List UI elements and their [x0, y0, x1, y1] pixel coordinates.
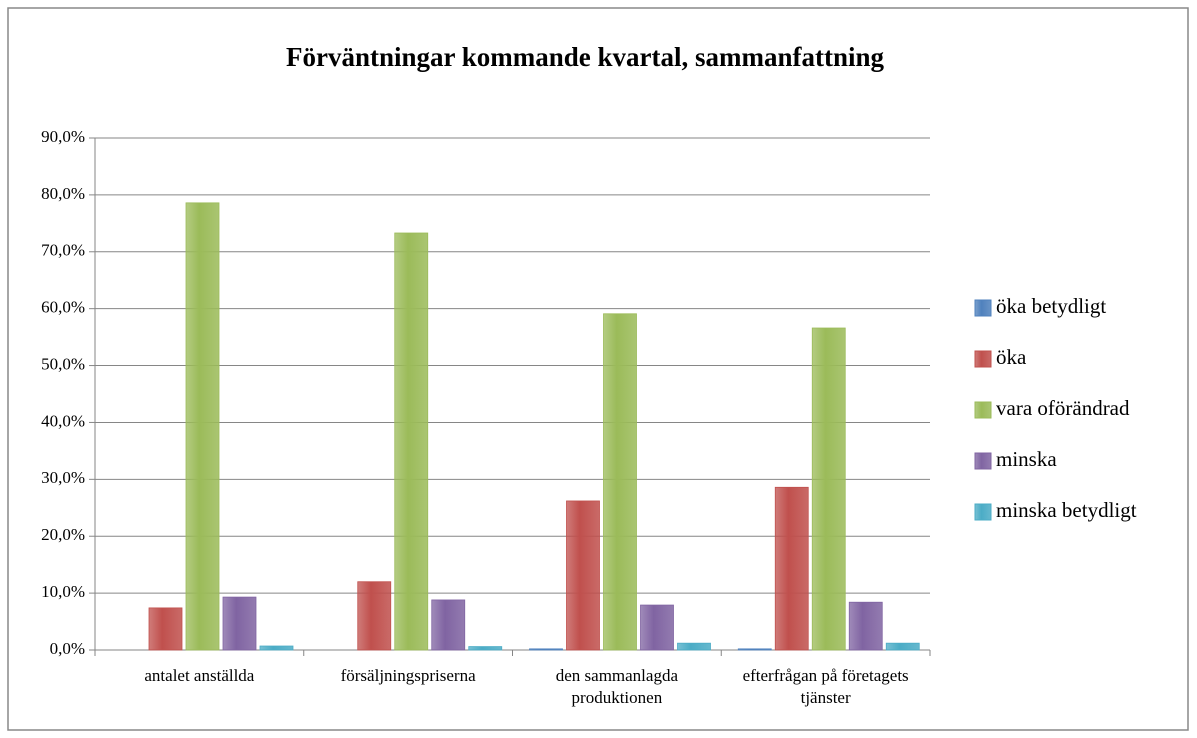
bar: [185, 202, 220, 651]
legend-swatch: [974, 452, 992, 470]
bar: [811, 327, 846, 651]
bar: [394, 232, 429, 651]
bar: [885, 642, 920, 651]
y-tick-label: 70,0%: [41, 241, 85, 260]
chart-title: Förväntningar kommande kvartal, sammanfa…: [286, 42, 885, 72]
legend-swatch: [974, 299, 992, 317]
legend-label: minska betydligt: [996, 498, 1137, 522]
legend-label: öka: [996, 345, 1027, 369]
x-tick-label: den sammanlagda produktionen: [555, 666, 678, 707]
bar: [848, 601, 883, 651]
x-tick-label: efterfrågan på företagets tjänster: [742, 666, 909, 707]
y-tick-label: 40,0%: [41, 411, 85, 430]
bar: [148, 607, 183, 651]
bar: [431, 599, 466, 651]
legend-label: vara oförändrad: [996, 396, 1130, 420]
y-tick-label: 0,0%: [50, 639, 85, 658]
legend-swatch: [974, 350, 992, 368]
bar: [468, 646, 503, 651]
x-tick-label: antalet anställda: [144, 666, 255, 685]
y-tick-label: 30,0%: [41, 468, 85, 487]
bar: [259, 645, 294, 651]
y-tick-label: 60,0%: [41, 298, 85, 317]
y-tick-label: 90,0%: [41, 127, 85, 146]
bar: [774, 486, 809, 651]
legend-swatch: [974, 503, 992, 521]
y-tick-label: 20,0%: [41, 525, 85, 544]
bar: [603, 313, 637, 651]
bar: [737, 648, 772, 651]
bar: [677, 642, 711, 651]
bar: [529, 648, 563, 651]
y-tick-label: 80,0%: [41, 184, 85, 203]
bar: [640, 604, 674, 651]
bar: [357, 581, 392, 651]
y-tick-label: 50,0%: [41, 354, 85, 373]
bar: [222, 596, 257, 651]
bar: [566, 500, 600, 651]
x-tick-label: försäljningspriserna: [340, 666, 476, 685]
y-tick-label: 10,0%: [41, 582, 85, 601]
legend-swatch: [974, 401, 992, 419]
legend-label: minska: [996, 447, 1057, 471]
legend-label: öka betydligt: [996, 294, 1106, 318]
